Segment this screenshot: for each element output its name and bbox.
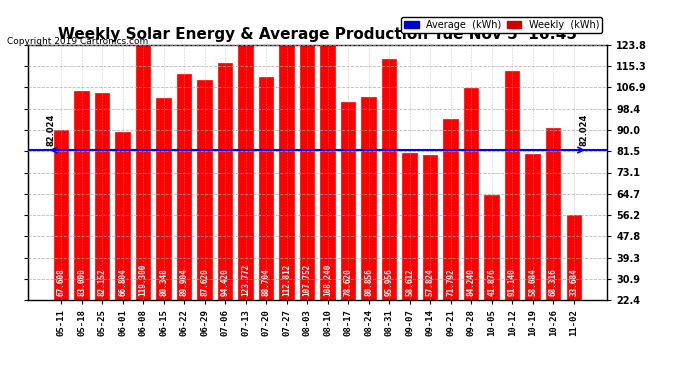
Text: 89.904: 89.904 — [179, 268, 188, 296]
Bar — [484, 195, 499, 300]
Title: Weekly Solar Energy & Average Production Tue Nov 5  16:45: Weekly Solar Energy & Average Production… — [58, 27, 577, 42]
Text: 95.956: 95.956 — [384, 268, 394, 296]
Bar — [464, 88, 478, 300]
Bar — [505, 71, 520, 300]
Text: 94.420: 94.420 — [221, 268, 230, 296]
Bar — [54, 130, 68, 300]
Text: 78.620: 78.620 — [344, 268, 353, 296]
Text: 67.608: 67.608 — [57, 268, 66, 296]
Bar — [95, 93, 109, 300]
Text: 33.684: 33.684 — [569, 268, 578, 296]
Text: 107.752: 107.752 — [303, 264, 312, 296]
Text: 83.000: 83.000 — [77, 268, 86, 296]
Text: 71.792: 71.792 — [446, 268, 455, 296]
Legend: Average  (kWh), Weekly  (kWh): Average (kWh), Weekly (kWh) — [401, 17, 602, 33]
Bar — [279, 16, 294, 300]
Bar — [300, 29, 315, 300]
Text: 82.024: 82.024 — [46, 114, 55, 146]
Text: 57.824: 57.824 — [426, 268, 435, 296]
Bar — [444, 120, 458, 300]
Bar — [157, 98, 171, 300]
Bar — [402, 153, 417, 300]
Text: 82.024: 82.024 — [580, 114, 589, 146]
Text: 108.240: 108.240 — [323, 264, 332, 296]
Bar — [239, 0, 253, 300]
Text: 80.348: 80.348 — [159, 268, 168, 296]
Bar — [546, 128, 560, 300]
Bar — [259, 77, 273, 300]
Bar — [218, 63, 233, 300]
Bar — [566, 215, 581, 300]
Text: 84.240: 84.240 — [466, 268, 475, 296]
Text: 80.856: 80.856 — [364, 268, 373, 296]
Text: 112.812: 112.812 — [282, 264, 291, 296]
Bar — [341, 102, 355, 300]
Text: 87.620: 87.620 — [200, 268, 209, 296]
Bar — [362, 97, 376, 300]
Text: 119.300: 119.300 — [139, 264, 148, 296]
Text: 58.612: 58.612 — [405, 268, 414, 296]
Text: 82.152: 82.152 — [97, 268, 107, 296]
Text: 88.704: 88.704 — [262, 268, 270, 296]
Bar — [115, 132, 130, 300]
Bar — [320, 28, 335, 300]
Bar — [136, 0, 150, 300]
Text: Copyright 2019 Cartronics.com: Copyright 2019 Cartronics.com — [7, 38, 148, 46]
Text: 91.140: 91.140 — [508, 268, 517, 296]
Text: 123.772: 123.772 — [241, 264, 250, 296]
Text: 68.316: 68.316 — [549, 268, 558, 296]
Bar — [423, 154, 437, 300]
Bar — [177, 74, 191, 300]
Bar — [197, 80, 212, 300]
Bar — [526, 154, 540, 300]
Bar — [382, 59, 396, 300]
Text: 66.804: 66.804 — [118, 268, 127, 296]
Text: 41.876: 41.876 — [487, 268, 496, 296]
Bar — [75, 91, 89, 300]
Text: 58.084: 58.084 — [528, 268, 538, 296]
